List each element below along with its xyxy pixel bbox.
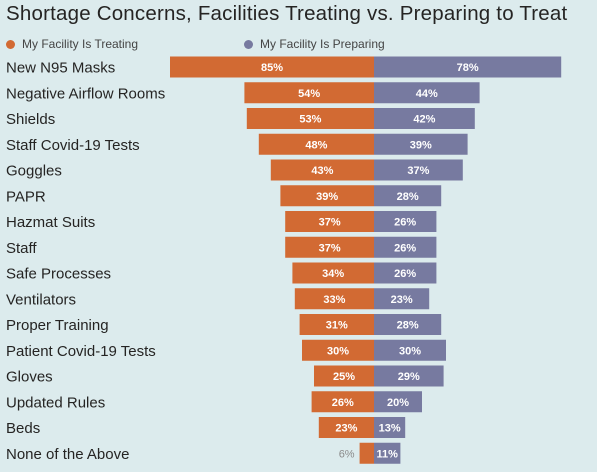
bar-treating-hazmat-suits (285, 211, 374, 232)
bar-preparing-updated-rules (374, 391, 422, 413)
category-label-shields: Shields (6, 111, 55, 128)
bar-preparing-ventilators (374, 288, 430, 310)
data-label-preparing-updated-rules: 20% (387, 397, 409, 409)
category-label-ventilators: Ventilators (6, 291, 76, 308)
data-label-treating-ventilators: 33% (323, 294, 345, 306)
data-label-treating-staff: 37% (319, 242, 341, 254)
bar-preparing-safe-processes (374, 262, 437, 284)
bar-treating-beds (318, 417, 374, 438)
category-label-papr: PAPR (6, 188, 46, 205)
bar-treating-negative-airflow-rooms (244, 82, 374, 104)
data-label-preparing-negative-airflow-rooms: 44% (416, 88, 438, 100)
legend-label-preparing: My Facility Is Preparing (260, 37, 385, 51)
data-label-preparing-none-of-the-above: 11% (376, 448, 398, 460)
category-label-updated-rules: Updated Rules (6, 394, 105, 411)
data-label-preparing-shields: 42% (413, 114, 435, 126)
bar-preparing-negative-airflow-rooms (374, 82, 480, 104)
data-label-treating-updated-rules: 26% (332, 397, 354, 409)
data-label-treating-staff-covid-19-tests: 48% (305, 139, 327, 151)
data-label-preparing-safe-processes: 26% (394, 268, 416, 280)
data-label-preparing-patient-covid-19-tests: 30% (399, 345, 421, 357)
category-label-beds: Beds (6, 420, 40, 437)
category-label-staff: Staff (6, 240, 37, 257)
category-label-gloves: Gloves (6, 369, 53, 386)
data-label-treating-new-n95-masks: 85% (261, 62, 283, 74)
bar-preparing-papr (374, 185, 442, 207)
data-label-treating-negative-airflow-rooms: 54% (298, 88, 320, 100)
chart-title: Shortage Concerns, Facilities Treating v… (6, 2, 568, 25)
data-label-treating-proper-training: 31% (326, 320, 348, 332)
bar-preparing-staff-covid-19-tests (374, 133, 468, 155)
data-label-treating-hazmat-suits: 37% (319, 217, 341, 229)
category-label-goggles: Goggles (6, 163, 62, 180)
bar-treating-staff (285, 236, 374, 258)
data-label-preparing-new-n95-masks: 78% (457, 62, 479, 74)
legend-dot-preparing-icon (244, 39, 253, 49)
bar-treating-patient-covid-19-tests (302, 339, 374, 361)
legend-dot-treating-icon (6, 39, 15, 49)
bar-treating-goggles (270, 159, 374, 181)
data-label-preparing-staff-covid-19-tests: 39% (410, 139, 432, 151)
bar-treating-shields (246, 108, 374, 129)
data-label-treating-shields: 53% (299, 114, 321, 126)
data-label-preparing-hazmat-suits: 26% (394, 217, 416, 229)
bar-treating-none-of-the-above (359, 442, 374, 464)
bar-preparing-staff (374, 236, 437, 258)
bar-preparing-none-of-the-above (374, 442, 401, 464)
data-label-treating-goggles: 43% (311, 165, 333, 177)
bar-treating-ventilators (294, 288, 374, 310)
bar-preparing-new-n95-masks (374, 56, 562, 78)
data-label-treating-patient-covid-19-tests: 30% (327, 345, 349, 357)
data-label-treating-beds: 23% (335, 423, 357, 435)
bar-preparing-shields (374, 108, 475, 129)
bar-treating-proper-training (299, 314, 374, 335)
category-label-safe-processes: Safe Processes (6, 266, 111, 283)
data-label-preparing-proper-training: 28% (397, 320, 419, 332)
category-label-negative-airflow-rooms: Negative Airflow Rooms (6, 85, 165, 102)
bar-preparing-gloves (374, 365, 444, 387)
legend-label-treating: My Facility Is Treating (22, 37, 139, 51)
bar-treating-gloves (314, 365, 374, 387)
category-label-staff-covid-19-tests: Staff Covid-19 Tests (6, 137, 140, 154)
bar-preparing-hazmat-suits (374, 211, 437, 232)
bar-treating-safe-processes (292, 262, 374, 284)
data-label-preparing-ventilators: 23% (391, 294, 413, 306)
data-label-treating-gloves: 25% (333, 371, 355, 383)
data-label-treating-papr: 39% (316, 191, 338, 203)
bar-preparing-goggles (374, 159, 463, 181)
category-label-new-n95-masks: New N95 Masks (6, 60, 115, 77)
data-label-treating-none-of-the-above: 6% (339, 448, 355, 460)
data-label-preparing-gloves: 29% (398, 371, 420, 383)
bar-treating-new-n95-masks (170, 56, 374, 78)
data-label-preparing-goggles: 37% (407, 165, 429, 177)
category-label-proper-training: Proper Training (6, 317, 109, 334)
category-label-patient-covid-19-tests: Patient Covid-19 Tests (6, 343, 156, 360)
category-label-none-of-the-above: None of the Above (6, 446, 129, 463)
legend-item-treating[interactable]: My Facility Is Treating (6, 37, 138, 51)
bar-preparing-beds (374, 417, 406, 438)
category-label-hazmat-suits: Hazmat Suits (6, 214, 95, 231)
data-label-treating-safe-processes: 34% (322, 268, 344, 280)
bar-treating-papr (280, 185, 374, 207)
data-label-preparing-papr: 28% (397, 191, 419, 203)
bar-preparing-patient-covid-19-tests (374, 339, 446, 361)
bar-preparing-proper-training (374, 314, 442, 335)
bar-treating-updated-rules (311, 391, 374, 413)
legend-item-preparing[interactable]: My Facility Is Preparing (244, 37, 385, 51)
data-label-preparing-beds: 13% (379, 423, 401, 435)
data-label-preparing-staff: 26% (394, 242, 416, 254)
bar-treating-staff-covid-19-tests (258, 133, 374, 155)
